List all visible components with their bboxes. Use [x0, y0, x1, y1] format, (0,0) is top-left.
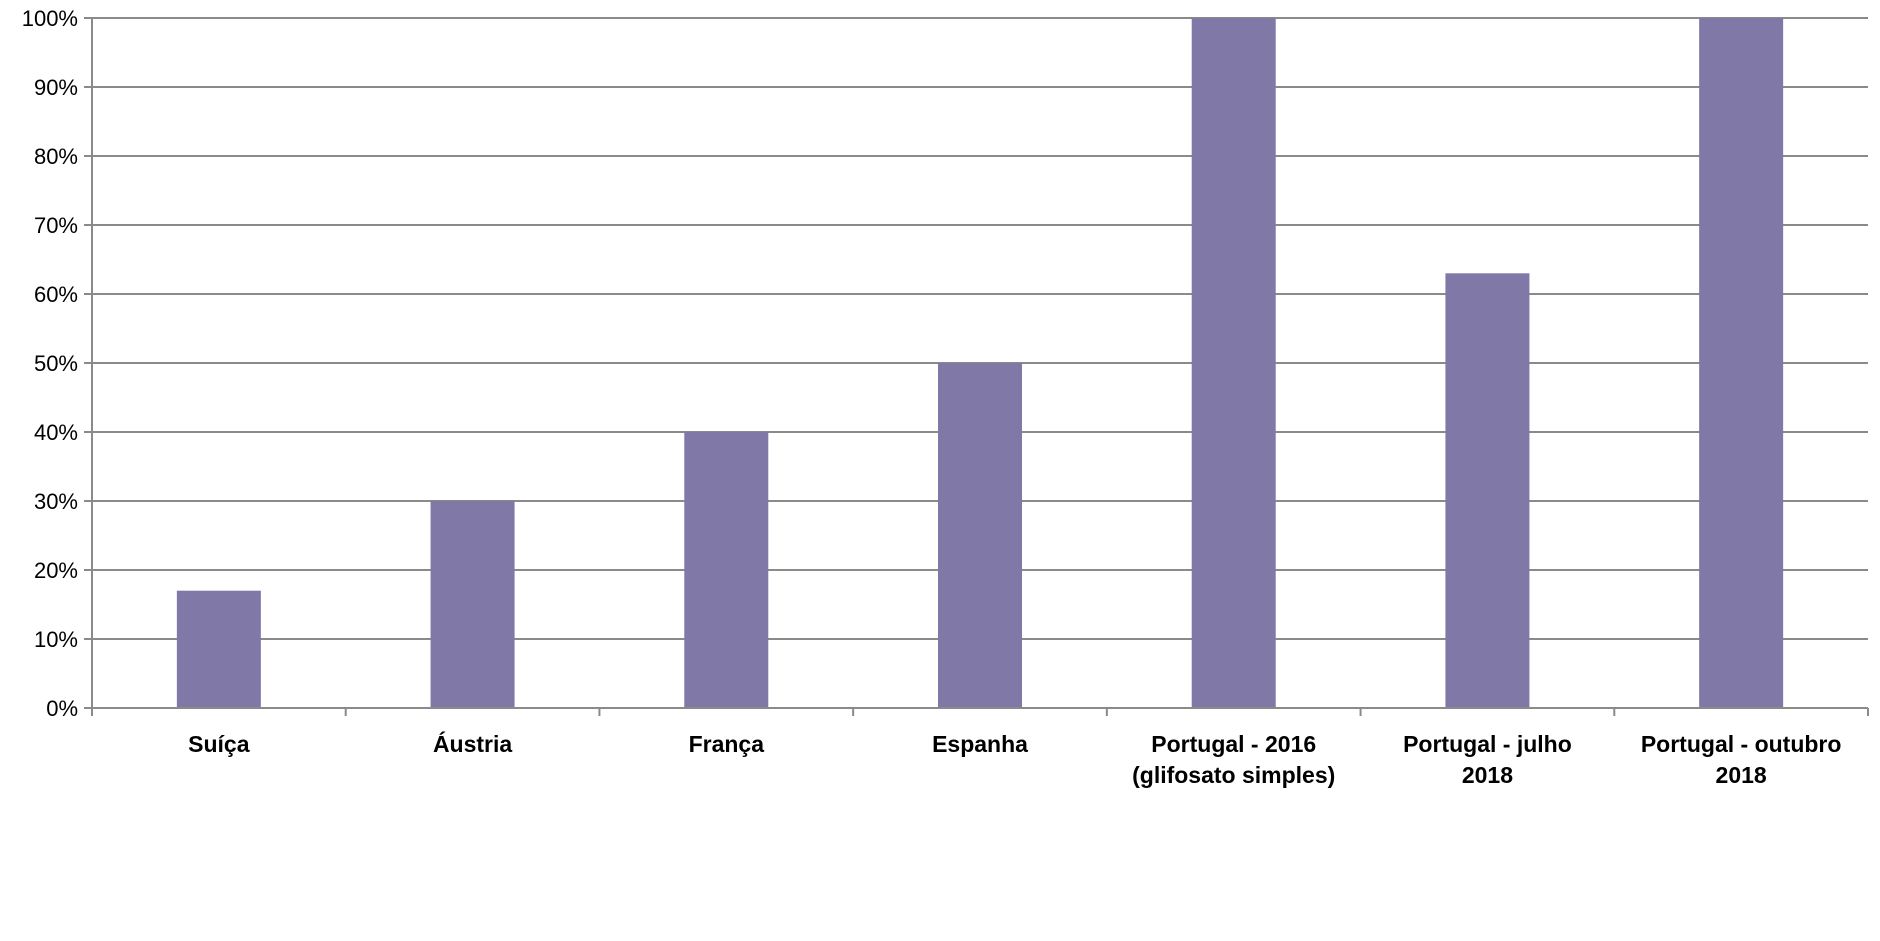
- x-tick-label: Suíça: [188, 731, 250, 757]
- bars: [176, 18, 1784, 708]
- axes: [84, 17, 1869, 716]
- x-tick-label: 2018: [1716, 762, 1767, 788]
- y-tick-label: 100%: [22, 6, 78, 31]
- x-tick-label: 2018: [1462, 762, 1513, 788]
- x-tick-label: Portugal - 2016: [1151, 731, 1316, 757]
- x-tick-label: Portugal - outubro: [1641, 731, 1842, 757]
- bar: [1191, 18, 1276, 708]
- y-tick-label: 40%: [34, 420, 78, 445]
- bar: [430, 501, 515, 708]
- y-tick-label: 80%: [34, 144, 78, 169]
- x-tick-label: Espanha: [932, 731, 1028, 757]
- y-tick-label: 10%: [34, 627, 78, 652]
- y-tick-label: 30%: [34, 489, 78, 514]
- y-tick-label: 90%: [34, 75, 78, 100]
- bar: [176, 590, 261, 708]
- x-tick-label: França: [689, 731, 765, 757]
- bar: [1699, 18, 1784, 708]
- y-tick-label: 0%: [46, 696, 78, 721]
- x-tick-label: Áustria: [433, 730, 512, 757]
- labels: 0% 10% 20% 30% 40% 50% 60% 70% 80% 90% 100% Suíça Áu…: [22, 6, 1842, 788]
- bar: [938, 363, 1022, 708]
- y-tick-label: 50%: [34, 351, 78, 376]
- x-tick-label: Portugal - julho: [1403, 731, 1572, 757]
- bar: [684, 432, 769, 708]
- bar: [1445, 273, 1530, 708]
- y-tick-label: 20%: [34, 558, 78, 583]
- x-tick-label: (glifosato simples): [1132, 762, 1335, 788]
- y-tick-label: 60%: [34, 282, 78, 307]
- y-tick-label: 70%: [34, 213, 78, 238]
